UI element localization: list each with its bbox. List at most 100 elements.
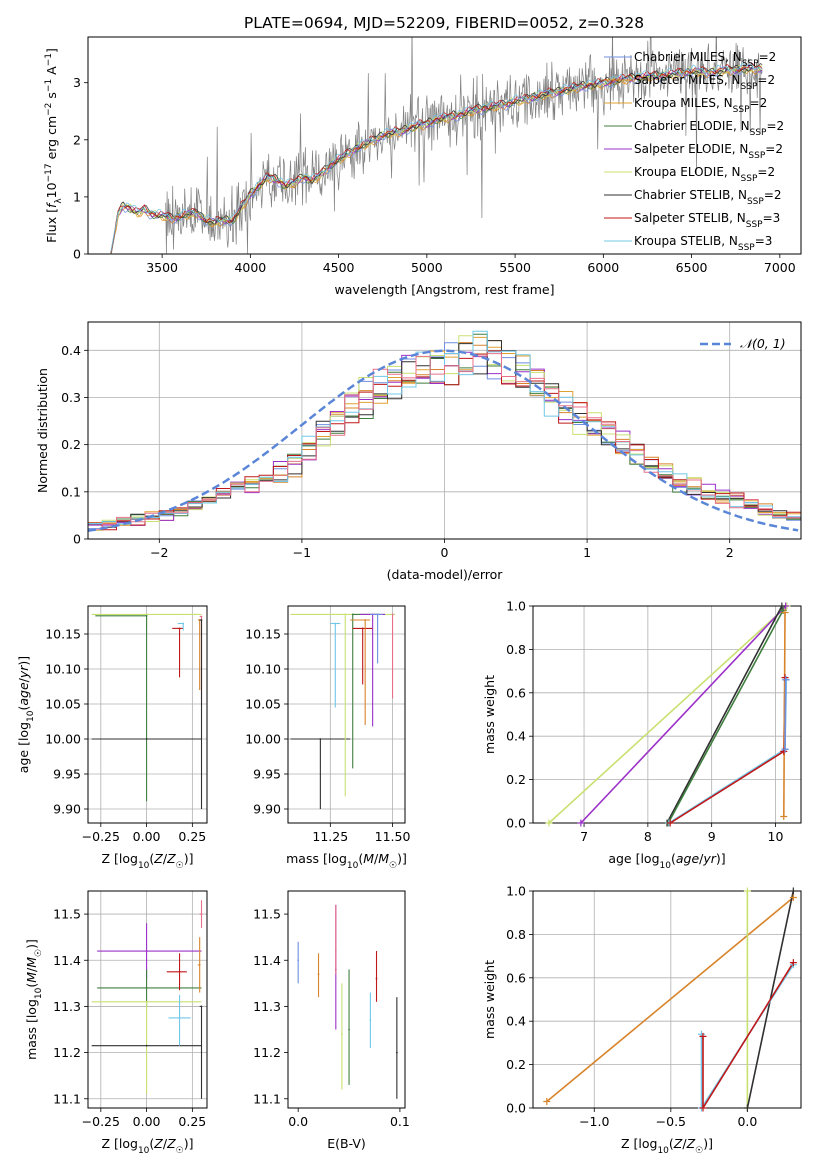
errorbar-point — [364, 619, 367, 621]
spectrum-xtick-label: 4000 — [234, 260, 266, 275]
mass_weight_vs_Z-ytick-label: 1.0 — [506, 884, 526, 899]
mass_weight_vs_age-xtick-label: 8 — [644, 829, 652, 844]
errorbar-point — [341, 1033, 343, 1036]
age_vs_Z-panel: −0.25 0.00 0.25 9.90 9.95 10.00 10.05 10.10 10.1… — [16, 605, 208, 871]
mass_weight_vs_Z-ytick-label: 0.8 — [506, 927, 526, 942]
mass_weight_vs_Z-xtick-label: −0.5 — [656, 1114, 686, 1129]
spectrum-xtick-label: 4500 — [323, 260, 355, 275]
residual_histogram-ytick-label: 0.1 — [61, 484, 81, 499]
residual_histogram-xtick-label: 2 — [726, 545, 734, 560]
mass-weight-line — [784, 679, 787, 750]
mass-weight-marker — [743, 1104, 751, 1112]
errorbar-point — [319, 738, 322, 740]
histogram-ylabel: Normed distribution — [35, 368, 50, 493]
mass-weight-marker — [666, 819, 674, 827]
histogram-series-step — [88, 353, 801, 539]
mass-weight-marker — [781, 745, 789, 753]
errorbar-point — [375, 977, 378, 980]
mass_vs_Z-ytick-label: 11.4 — [53, 953, 81, 968]
mass_weight_vs_age-panel: 7 8 9 10 0.0 0.2 0.4 0.6 0.8 1.0 age [log10(age/yr… — [482, 599, 802, 871]
mass_vs_Z-ylabel: mass [log10(M/M☉)] — [24, 939, 44, 1060]
mass-weight-marker — [782, 676, 790, 684]
spectrum-xlabel: wavelength [Angstrom, rest frame] — [334, 282, 554, 297]
mass_weight_vs_age-xtick-label: 10 — [768, 829, 784, 844]
mass_weight_vs_Z-xtick-label: −1.0 — [579, 1114, 609, 1129]
normal-curve-line — [88, 349, 799, 532]
errorbar-point — [369, 1019, 372, 1022]
mass_weight_vs_Z-ytick-label: 0.6 — [506, 970, 526, 985]
age_vs_mass-xtick-label: 11.50 — [375, 829, 411, 844]
mass-weight-marker — [789, 894, 797, 902]
mass_vs_Z-xlabel: Z [log10(Z/Z☉)] — [101, 1136, 193, 1156]
mass_vs_ebv-panel: 0.0 0.1 11.1 11.2 11.3 11.4 11.5 E(B-V) — [253, 890, 410, 1151]
mass_weight_vs_Z-ytick-label: 0.2 — [506, 1057, 526, 1072]
errorbar-point — [376, 613, 379, 616]
mass-weight-line — [702, 962, 794, 1108]
residual_histogram-xtick-label: −2 — [150, 545, 168, 560]
age_vs_mass-ytick-label: 10.10 — [245, 662, 281, 677]
age_vs_Z-ytick-label: 9.90 — [53, 802, 81, 817]
mass_vs_ebv-xlabel: E(B-V) — [327, 1136, 366, 1151]
age_vs_Z-xlabel: Z [log10(Z/Z☉)] — [101, 851, 193, 871]
spectrum-xtick-label: 6000 — [587, 260, 619, 275]
errorbar-point — [317, 973, 320, 976]
mass_vs_ebv-xtick-label: 0.0 — [288, 1114, 308, 1129]
mass-weight-marker — [781, 609, 789, 617]
errorbar-point — [361, 627, 364, 630]
errorbar-point — [200, 1005, 203, 1008]
age_vs_Z-content — [91, 613, 203, 809]
mass-weight-marker — [789, 887, 797, 895]
residual_histogram-xtick-label: 0 — [441, 545, 449, 560]
mass_weight_vs_age-ytick-label: 1.0 — [506, 599, 526, 614]
mass_vs_ebv-frame — [287, 890, 406, 1109]
mass_weight_vs_Z-xtick-label: 0.0 — [737, 1114, 757, 1129]
residual_histogram-xtick-label: 1 — [583, 545, 591, 560]
spectrum-frame — [87, 36, 802, 255]
mass-weight-marker — [778, 602, 786, 610]
age_vs_mass-content — [290, 613, 396, 809]
mass_vs_Z-ytick-label: 11.3 — [53, 999, 81, 1014]
age_vs_Z-ytick-label: 10.00 — [45, 732, 81, 747]
errorbar-point — [145, 738, 148, 740]
mass-weight-marker — [543, 1097, 551, 1105]
residual_histogram-xtick-label: −1 — [293, 545, 311, 560]
age_vs_Z-ylabel: age [log10(age/yr)] — [16, 656, 36, 773]
mass_weight_vs_age-xtick-label: 9 — [708, 829, 716, 844]
age_vs_Z-frame — [87, 605, 208, 824]
age_vs_Z-xtick-label: 0.00 — [133, 829, 161, 844]
legend-label: Salpeter MILES, NSSP=2 — [634, 73, 775, 92]
residual_histogram-content — [88, 330, 801, 539]
mass_vs_ebv-ytick-label: 11.5 — [253, 907, 281, 922]
mass_vs_Z-xtick-label: −0.25 — [82, 1114, 120, 1129]
errorbar-point — [145, 1000, 148, 1003]
age_vs_mass-ytick-label: 10.05 — [245, 697, 281, 712]
spectrum-ylabel: Flux [fλ10−17 erg cm−2 s−1 A−1] — [44, 48, 64, 243]
plots-layer: 3500 4000 4500 5000 5500 6000 6500 7000 0 1 2 3 wave… — [16, 36, 802, 1156]
errorbar-point — [200, 615, 203, 618]
mass_weight_vs_age-ytick-label: 0.0 — [506, 816, 526, 831]
errorbar-point — [297, 959, 300, 962]
spectrum-xtick-label: 3500 — [146, 260, 178, 275]
legend-label: Chabrier ELODIE, NSSP=2 — [634, 119, 784, 138]
spectrum-ytick-label: 2 — [73, 132, 81, 147]
age_vs_Z-ytick-label: 10.10 — [45, 662, 81, 677]
age_vs_Z-ytick-label: 9.95 — [53, 767, 81, 782]
age_vs_mass-ytick-label: 10.15 — [245, 627, 281, 642]
errorbar-point — [344, 613, 347, 616]
spectrum-ytick-label: 0 — [73, 247, 81, 262]
age_vs_mass-panel: 11.25 11.50 9.90 9.95 10.00 10.05 10.10 10.15 ma… — [245, 605, 411, 871]
errorbar-point — [334, 950, 337, 952]
age_vs_mass-xlabel: mass [log10(M/M☉)] — [286, 851, 407, 871]
model-spectrum-line — [110, 62, 763, 252]
age_vs_Z-ytick-label: 10.05 — [45, 697, 81, 712]
legend-label: Chabrier STELIB, NSSP=2 — [634, 188, 782, 207]
mass-weight-marker — [545, 819, 553, 827]
age_vs_Z-ytick-label: 10.15 — [45, 627, 81, 642]
residual_histogram-ytick-label: 0.2 — [61, 437, 81, 452]
errorbar-point — [145, 987, 148, 989]
mass_vs_Z-xtick-label: 0.00 — [133, 1114, 161, 1129]
legend-label: Salpeter STELIB, NSSP=3 — [634, 211, 780, 230]
model-spectrum-line — [110, 65, 763, 254]
mass-weight-marker — [743, 887, 751, 895]
errorbar-point — [145, 614, 148, 617]
